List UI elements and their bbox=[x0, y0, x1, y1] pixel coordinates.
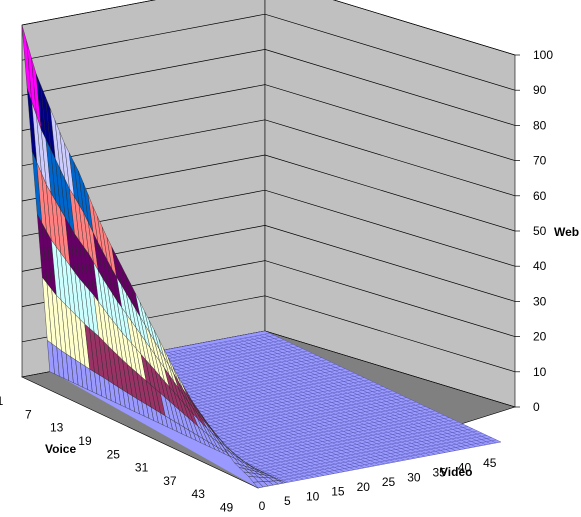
plateau-grid-line bbox=[239, 338, 471, 448]
x-tick-label: 7 bbox=[25, 407, 32, 421]
x-tick-label: 43 bbox=[192, 487, 206, 501]
plateau-grid-line bbox=[178, 350, 410, 460]
z-tick-label: 70 bbox=[533, 154, 547, 168]
plateau-grid-line bbox=[143, 356, 375, 467]
plateau-grid-line bbox=[266, 432, 483, 475]
z-tick-label: 100 bbox=[533, 48, 553, 62]
plateau-grid-line bbox=[248, 423, 464, 466]
x-tick-label: 25 bbox=[107, 447, 121, 461]
plateau-grid-line bbox=[262, 430, 478, 472]
plateau-grid-line bbox=[264, 333, 497, 444]
plateau-grid-line bbox=[196, 399, 412, 441]
gridline bbox=[21, 119, 516, 197]
x-tick-label: 19 bbox=[78, 434, 92, 448]
data-surface bbox=[21, 24, 502, 489]
x-tick-label: 13 bbox=[50, 421, 64, 435]
plateau-grid-line bbox=[153, 355, 385, 465]
plateau-grid-line bbox=[254, 335, 486, 446]
plateau-grid-line bbox=[249, 336, 481, 447]
plateau-grid-line bbox=[218, 342, 451, 452]
plateau-grid-line bbox=[219, 410, 435, 452]
plateau-grid-line bbox=[173, 351, 405, 461]
z-tick-label: 10 bbox=[533, 365, 547, 379]
plateau-grid-line bbox=[224, 412, 440, 455]
gridline bbox=[21, 189, 516, 267]
plateau-grid-line bbox=[186, 395, 402, 437]
plateau-grid-line bbox=[233, 417, 450, 459]
y-tick-label: 30 bbox=[407, 470, 421, 484]
y-tick-label: 15 bbox=[331, 485, 345, 499]
y-tick-label: 45 bbox=[483, 456, 497, 470]
plateau-grid-line bbox=[191, 397, 407, 439]
plateau-grid-line bbox=[168, 352, 400, 462]
plateau-grid-line bbox=[181, 392, 398, 435]
plateau-grid-line bbox=[238, 419, 454, 461]
z-tick-label: 30 bbox=[533, 294, 547, 308]
plateau-grid-line bbox=[200, 401, 417, 444]
plateau-grid-line bbox=[234, 339, 466, 449]
plateau-grid-line bbox=[188, 348, 421, 458]
plateau-grid-line bbox=[252, 426, 469, 468]
plateau-grid-line bbox=[177, 390, 393, 432]
plateau-grid-line bbox=[172, 388, 388, 430]
y-tick-label: 35 bbox=[433, 465, 447, 479]
x-tick-label: 31 bbox=[135, 461, 149, 475]
tick-labels: 0 10 20 30 40 50 60 70 80 90 100 1 7 13 19 25 31 37 43 49 0 5… bbox=[0, 48, 553, 515]
z-tick-label: 80 bbox=[533, 118, 547, 132]
plateau-grid-line bbox=[243, 421, 459, 463]
plateau-grid-line bbox=[276, 437, 492, 479]
plateau-grid-line bbox=[208, 344, 441, 454]
plateau-grid-line bbox=[210, 406, 426, 448]
z-tick-label: 40 bbox=[533, 259, 547, 273]
plateau-grid-line bbox=[257, 428, 473, 470]
z-tick-label: 50 bbox=[533, 224, 547, 238]
plateau-grid-line bbox=[269, 332, 502, 443]
z-tick-label: 90 bbox=[533, 83, 547, 97]
y-tick-label: 20 bbox=[357, 480, 371, 494]
y-axis-title: Video bbox=[440, 465, 472, 479]
plateau-grid-line bbox=[229, 340, 461, 450]
plateau-grid-line bbox=[214, 408, 431, 450]
plateau-grid-line bbox=[148, 355, 380, 466]
plateau-grid-line bbox=[281, 439, 497, 481]
gridline bbox=[21, 0, 516, 56]
gridline bbox=[21, 13, 516, 91]
y-tick-label: 40 bbox=[458, 461, 472, 475]
z-tick-label: 0 bbox=[533, 400, 540, 414]
z-tick-label: 60 bbox=[533, 189, 547, 203]
x-tick-label: 49 bbox=[220, 501, 234, 515]
z-tick-label: 20 bbox=[533, 330, 547, 344]
plateau-grid-line bbox=[244, 337, 476, 448]
plateau-grid-line bbox=[271, 435, 487, 477]
plateau-grid-line bbox=[183, 349, 416, 459]
plateau-grid-line bbox=[203, 345, 436, 455]
x-tick-label: 37 bbox=[163, 474, 177, 488]
plateau-grid-line bbox=[285, 441, 502, 483]
plateau-grid-line bbox=[259, 334, 491, 445]
plateau-grid-line bbox=[229, 415, 445, 457]
gridline bbox=[21, 154, 516, 232]
plateau-grid-line bbox=[158, 354, 390, 464]
plateau-grid-line bbox=[193, 347, 426, 457]
y-tick-label: 0 bbox=[259, 499, 266, 513]
plateau-grid-line bbox=[198, 346, 431, 456]
surface-facet bbox=[252, 481, 264, 489]
z-axis-title: Web bbox=[554, 225, 579, 239]
y-tick-label: 5 bbox=[284, 494, 291, 508]
plateau-grid-line bbox=[163, 353, 395, 463]
gridline bbox=[21, 84, 516, 161]
x-axis-title: Voice bbox=[45, 442, 76, 456]
y-tick-label: 25 bbox=[382, 475, 396, 489]
plateau-grid-line bbox=[224, 341, 456, 451]
plateau-grid-line bbox=[205, 404, 421, 446]
x-tick-label: 1 bbox=[0, 394, 4, 408]
y-tick-label: 10 bbox=[306, 489, 320, 503]
gridline bbox=[21, 49, 516, 126]
plateau-grid-line bbox=[213, 343, 446, 453]
